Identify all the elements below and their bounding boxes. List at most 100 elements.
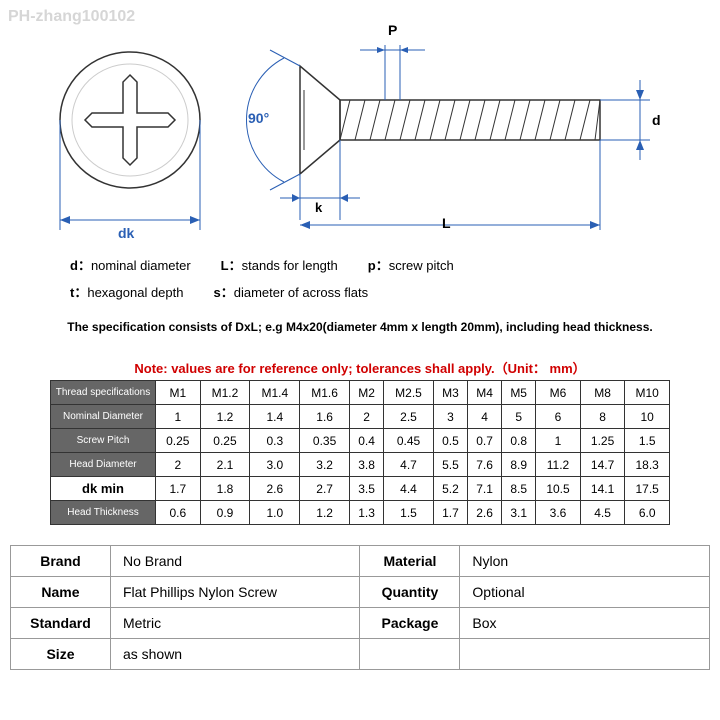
table-cell: 18.3: [625, 453, 670, 477]
table-cell: 3.0: [250, 453, 300, 477]
legend-p: p：screw pitch: [368, 255, 454, 274]
legend-l: L：stands for length: [221, 255, 338, 274]
table-cell: M8: [580, 381, 625, 405]
table-cell: 6.0: [625, 501, 670, 525]
table-cell: 0.7: [468, 429, 502, 453]
table-cell: 14.7: [580, 453, 625, 477]
table-cell: M3: [433, 381, 467, 405]
screw-diagram: dk 90° P d L k: [40, 20, 680, 240]
table-cell: 10: [625, 405, 670, 429]
property-label: [360, 639, 460, 670]
row-header: Thread specifications: [51, 381, 156, 405]
table-cell: 4.5: [580, 501, 625, 525]
property-label: Name: [11, 577, 111, 608]
table-cell: 3.5: [350, 477, 384, 501]
property-value: Box: [460, 608, 710, 639]
table-cell: 2.7: [300, 477, 350, 501]
legend-d: d：nominal diameter: [70, 255, 191, 274]
table-cell: 1: [536, 429, 581, 453]
table-cell: 4: [468, 405, 502, 429]
table-cell: 1.8: [200, 477, 250, 501]
table-cell: 0.9: [200, 501, 250, 525]
table-cell: 0.5: [433, 429, 467, 453]
table-cell: 1.0: [250, 501, 300, 525]
label-k: k: [315, 200, 322, 215]
table-row: Head Diameter22.13.03.23.84.75.57.68.911…: [51, 453, 670, 477]
table-cell: 1: [156, 405, 201, 429]
table-cell: 2.1: [200, 453, 250, 477]
table-cell: 7.1: [468, 477, 502, 501]
property-label: Quantity: [360, 577, 460, 608]
table-cell: M1.4: [250, 381, 300, 405]
table-row: Nominal Diameter11.21.41.622.53456810: [51, 405, 670, 429]
table-cell: 1.3: [350, 501, 384, 525]
table-cell: 3.2: [300, 453, 350, 477]
table-cell: 0.6: [156, 501, 201, 525]
table-cell: 0.4: [350, 429, 384, 453]
specification-description: The specification consists of DxL; e.g M…: [50, 320, 670, 334]
note-text: Note: values are for reference only; tol…: [50, 358, 670, 377]
table-cell: 0.3: [250, 429, 300, 453]
property-label: Size: [11, 639, 111, 670]
row-header: Nominal Diameter: [51, 405, 156, 429]
table-cell: M1.6: [300, 381, 350, 405]
label-l: L: [442, 215, 451, 231]
table-cell: 1.5: [384, 501, 434, 525]
diagram-svg: [40, 20, 680, 240]
label-angle: 90°: [248, 110, 269, 126]
label-dk: dk: [118, 225, 134, 241]
table-cell: 3: [433, 405, 467, 429]
table-cell: 0.25: [156, 429, 201, 453]
table-cell: 1.7: [156, 477, 201, 501]
table-cell: M1.2: [200, 381, 250, 405]
table-cell: 1.25: [580, 429, 625, 453]
table-cell: 11.2: [536, 453, 581, 477]
table-row: Thread specificationsM1M1.2M1.4M1.6M2M2.…: [51, 381, 670, 405]
table-cell: 1.5: [625, 429, 670, 453]
table-row: Screw Pitch0.250.250.30.350.40.450.50.70…: [51, 429, 670, 453]
table-cell: M5: [502, 381, 536, 405]
table-row: Head Thickness0.60.91.01.21.31.51.72.63.…: [51, 501, 670, 525]
table-cell: M10: [625, 381, 670, 405]
row-header: Head Diameter: [51, 453, 156, 477]
table-cell: 8.5: [502, 477, 536, 501]
property-label: Package: [360, 608, 460, 639]
table-row: BrandNo BrandMaterialNylon: [11, 546, 710, 577]
table-cell: 2.6: [250, 477, 300, 501]
row-header: Screw Pitch: [51, 429, 156, 453]
row-header: dk min: [51, 477, 156, 501]
table-cell: 5.5: [433, 453, 467, 477]
label-p: P: [388, 22, 397, 38]
table-cell: 2.6: [468, 501, 502, 525]
table-cell: M1: [156, 381, 201, 405]
table-cell: 17.5: [625, 477, 670, 501]
property-value: Nylon: [460, 546, 710, 577]
table-cell: 1.4: [250, 405, 300, 429]
legend-t: t：hexagonal depth: [70, 282, 184, 301]
table-cell: 3.8: [350, 453, 384, 477]
table-cell: 8: [580, 405, 625, 429]
table-cell: 8.9: [502, 453, 536, 477]
table-row: Sizeas shown: [11, 639, 710, 670]
table-cell: 1.2: [200, 405, 250, 429]
table-cell: 5.2: [433, 477, 467, 501]
table-cell: 1.6: [300, 405, 350, 429]
table-cell: 2: [350, 405, 384, 429]
table-cell: M2.5: [384, 381, 434, 405]
table-cell: 0.35: [300, 429, 350, 453]
property-value: as shown: [110, 639, 360, 670]
table-cell: 6: [536, 405, 581, 429]
table-cell: M2: [350, 381, 384, 405]
table-cell: M4: [468, 381, 502, 405]
table-cell: 0.8: [502, 429, 536, 453]
table-row: dk min1.71.82.62.73.54.45.27.18.510.514.…: [51, 477, 670, 501]
table-cell: M6: [536, 381, 581, 405]
property-value: No Brand: [110, 546, 360, 577]
property-label: Brand: [11, 546, 111, 577]
table-cell: 3.1: [502, 501, 536, 525]
table-cell: 4.7: [384, 453, 434, 477]
thread-spec-table: Thread specificationsM1M1.2M1.4M1.6M2M2.…: [50, 380, 670, 525]
table-cell: 10.5: [536, 477, 581, 501]
row-header: Head Thickness: [51, 501, 156, 525]
table-row: StandardMetricPackageBox: [11, 608, 710, 639]
